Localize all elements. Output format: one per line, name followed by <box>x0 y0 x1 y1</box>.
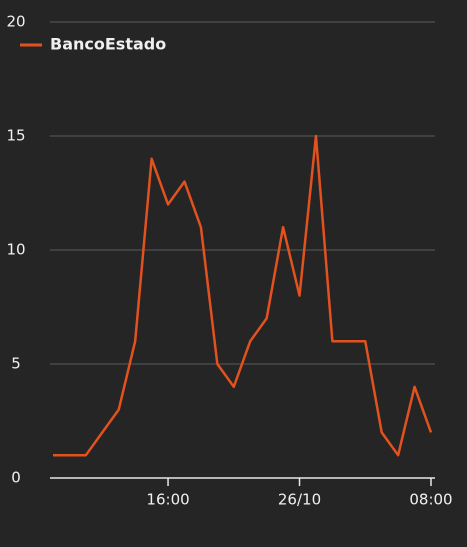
x-tick-label: 08:00 <box>409 491 452 509</box>
y-tick-label: 0 <box>11 469 21 487</box>
x-tick-label: 26/10 <box>278 491 321 509</box>
y-tick-label: 20 <box>6 13 25 31</box>
y-tick-label: 5 <box>11 355 21 373</box>
y-tick-label: 10 <box>6 241 25 259</box>
legend-label: BancoEstado <box>50 35 166 54</box>
y-tick-label: 15 <box>6 127 25 145</box>
line-series <box>53 134 433 457</box>
x-tick-label: 16:00 <box>146 491 189 509</box>
